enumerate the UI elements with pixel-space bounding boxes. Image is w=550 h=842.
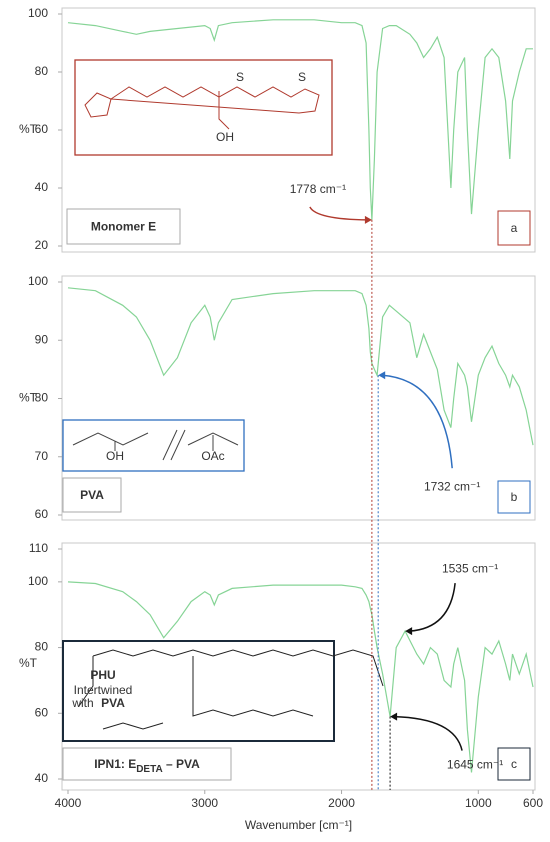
- x-axis-label: Wavenumber [cm⁻¹]: [245, 818, 352, 832]
- structure-label: OH: [106, 449, 124, 463]
- y-tick-label: 100: [28, 574, 48, 588]
- y-tick-label: 20: [35, 238, 49, 252]
- annotation-arrow: [309, 206, 368, 221]
- y-tick-label: 80: [35, 64, 49, 78]
- structure-label: PHU: [90, 668, 115, 682]
- panel-letter-box: [497, 747, 531, 781]
- annotation-label: 1778 cm⁻¹: [290, 182, 346, 196]
- x-tick-label: 600: [523, 796, 543, 810]
- annotation-label: 1535 cm⁻¹: [442, 561, 498, 575]
- annotation-arrowhead: [364, 215, 372, 224]
- structure-box: [62, 640, 335, 742]
- y-tick-label: 40: [35, 180, 49, 194]
- sample-name-part: DETA: [136, 764, 162, 775]
- structure-label: OAc: [201, 449, 224, 463]
- structure-label: OH: [216, 130, 234, 144]
- y-tick-label: 80: [35, 391, 49, 405]
- sample-name-part: PVA: [80, 488, 104, 502]
- sample-name-part: Monomer E: [91, 220, 156, 234]
- panel-letter: c: [511, 757, 517, 771]
- y-axis-label: %T: [19, 656, 38, 670]
- sample-name-box: [62, 477, 122, 513]
- panel-letter: a: [511, 221, 518, 235]
- sample-name-box: [66, 208, 181, 245]
- y-tick-label: 80: [35, 640, 49, 654]
- y-axis-label: %T: [19, 122, 38, 136]
- y-tick-label: 60: [35, 507, 49, 521]
- structure-drawing: [78, 649, 384, 730]
- annotation-arrowhead: [390, 712, 398, 721]
- sample-name-part: IPN1: E: [94, 757, 136, 771]
- x-tick-label: 1000: [465, 796, 492, 810]
- annotation-label: 1732 cm⁻¹: [424, 479, 480, 493]
- structure-label: S: [298, 70, 306, 84]
- panel-letter-box: [497, 210, 531, 246]
- annotation-arrow: [409, 583, 456, 632]
- y-tick-label: 40: [35, 771, 49, 785]
- panel-letter-box: [497, 480, 531, 514]
- spectrum-line: [67, 581, 534, 773]
- annotation-label: 1645 cm⁻¹: [447, 758, 503, 772]
- sample-name-box: [62, 747, 232, 781]
- structure-drawing: [72, 429, 239, 461]
- y-tick-label: 90: [35, 332, 49, 346]
- y-axis-label: %T: [19, 391, 38, 405]
- y-tick-label: 70: [35, 449, 49, 463]
- y-tick-label: 110: [29, 541, 48, 555]
- annotation-arrowhead: [405, 627, 413, 636]
- sample-name-part: – PVA: [163, 757, 200, 771]
- structure-box: [74, 59, 333, 156]
- annotation-arrow: [382, 374, 453, 469]
- structure-drawing: [84, 86, 320, 130]
- structure-box: [62, 419, 245, 472]
- annotation-arrow: [394, 715, 463, 751]
- x-tick-label: 4000: [55, 796, 82, 810]
- structure-label: S: [236, 70, 244, 84]
- y-tick-label: 100: [28, 274, 48, 288]
- x-tick-label: 3000: [191, 796, 218, 810]
- structure-label: with: [71, 696, 93, 710]
- x-tick-label: 2000: [328, 796, 355, 810]
- spectrum-line: [67, 19, 533, 220]
- spectrum-line: [67, 287, 534, 446]
- structure-label: Intertwined: [74, 683, 133, 697]
- structure-label: PVA: [101, 696, 125, 710]
- sample-name: IPN1: EDETA – PVA: [94, 757, 200, 774]
- y-tick-label: 100: [28, 6, 48, 20]
- y-tick-label: 60: [35, 705, 49, 719]
- y-tick-label: 60: [35, 122, 49, 136]
- panel-letter: b: [511, 490, 518, 504]
- sample-name: Monomer E: [91, 220, 156, 234]
- sample-name: PVA: [80, 488, 104, 502]
- annotation-arrowhead: [378, 371, 386, 380]
